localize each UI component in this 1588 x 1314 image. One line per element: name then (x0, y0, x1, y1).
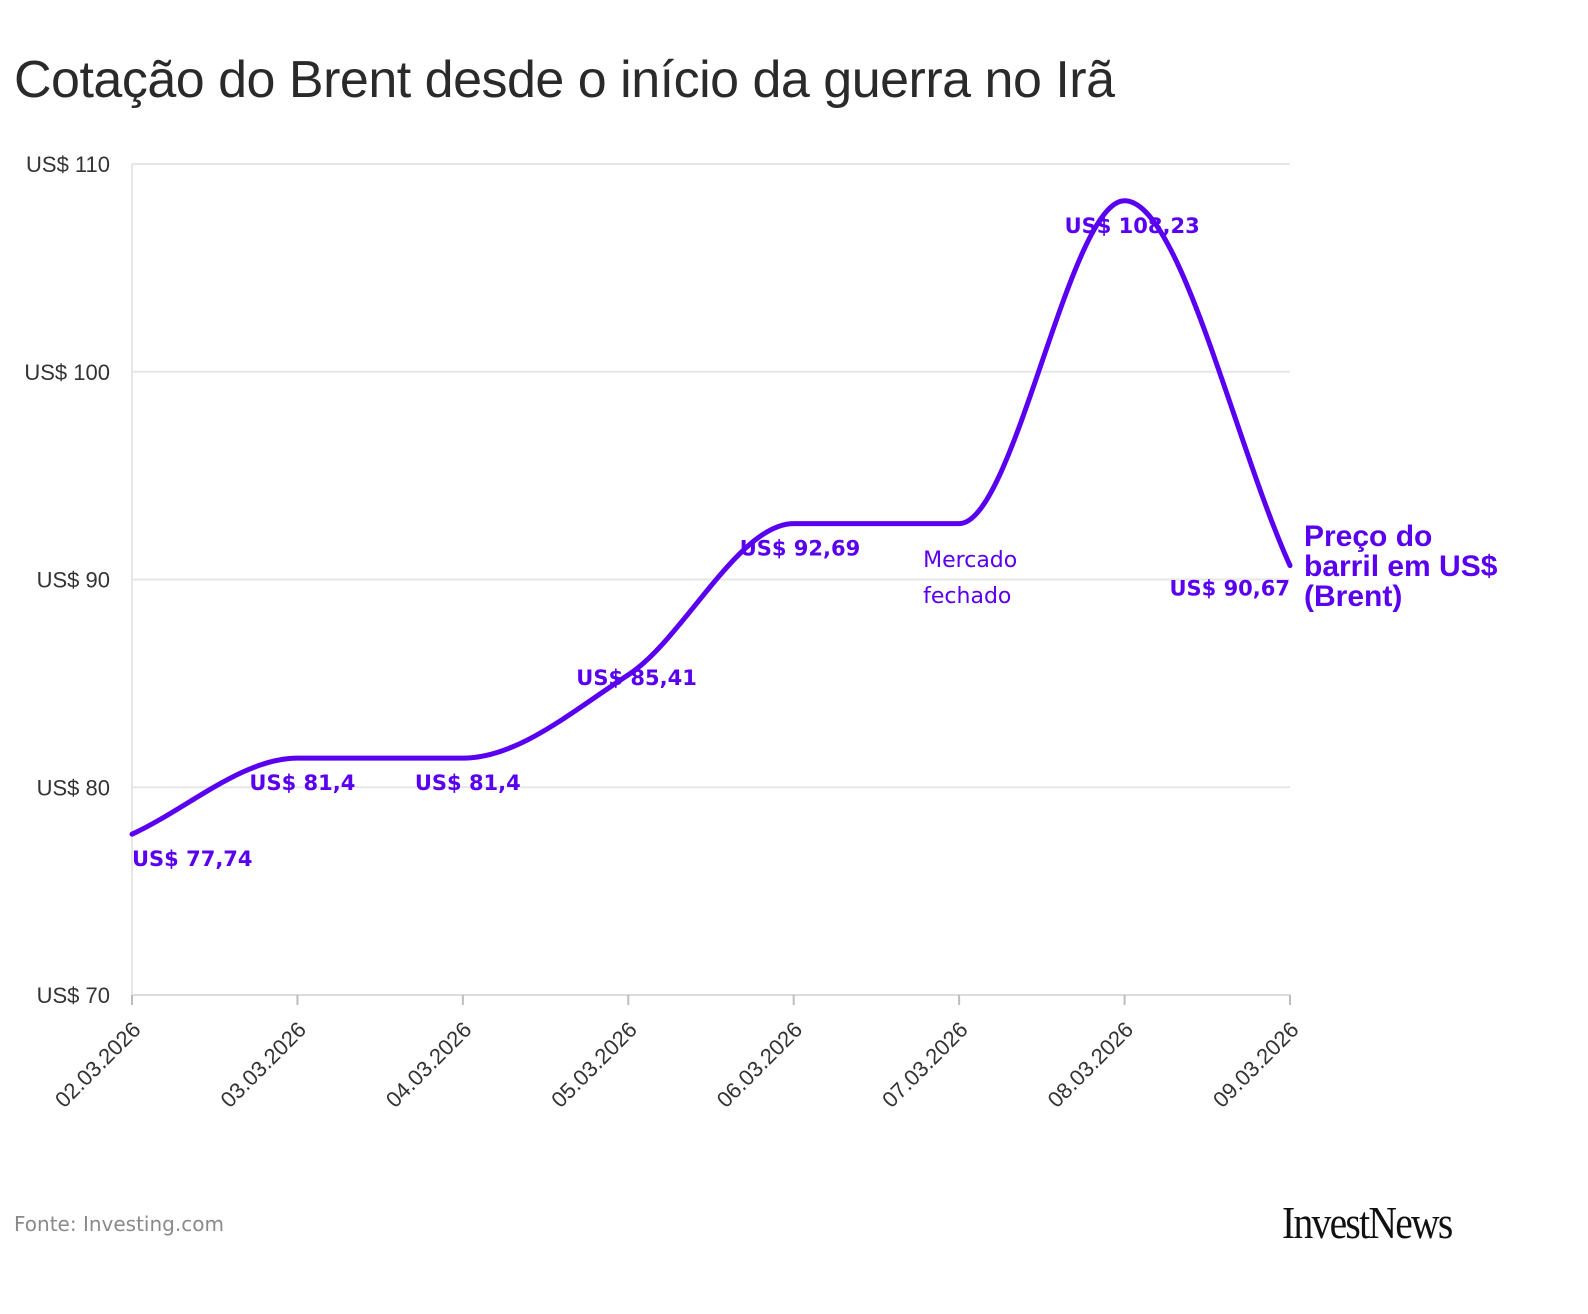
annotation-text: fechado (923, 584, 1011, 609)
series-label: (Brent) (1304, 580, 1402, 613)
series-line (129, 198, 1293, 837)
x-tick-label: 09.03.2026 (1208, 1017, 1304, 1113)
y-axis-ticks: US$ 110 US$ 100 US$ 90 US$ 80 US$ 70 (24, 152, 110, 1008)
x-tick-label: 08.03.2026 (1043, 1017, 1139, 1113)
data-labels: US$ 77,74 US$ 81,4 US$ 81,4 US$ 85,41 US$ 92… (132, 214, 1290, 871)
y-tick-label: US$ 70 (37, 983, 110, 1008)
series-label: Preço do (1304, 520, 1432, 553)
series-layer (129, 198, 1293, 837)
data-label: US$ 92,69 (740, 537, 861, 561)
brand-logo: InvestNews (1282, 1197, 1453, 1248)
x-tick-label: 02.03.2026 (50, 1017, 146, 1113)
y-tick-label: US$ 110 (26, 152, 110, 177)
y-tick-label: US$ 90 (37, 568, 110, 593)
x-tick-label: 03.03.2026 (215, 1017, 311, 1113)
x-tick-label: 06.03.2026 (712, 1017, 808, 1113)
data-label: US$ 81,4 (249, 771, 355, 795)
data-label: US$ 81,4 (415, 771, 521, 795)
chart-title: Cotação do Brent desde o início da guerr… (14, 51, 1115, 109)
source-note: Fonte: Investing.com (14, 1212, 224, 1236)
annotation-text: Mercado (923, 548, 1017, 573)
x-tick-label: 04.03.2026 (381, 1017, 477, 1113)
x-axis: 02.03.2026 03.03.2026 04.03.2026 05.03.2026… (50, 995, 1304, 1112)
data-label: US$ 108,23 (1065, 214, 1200, 238)
x-tick-label: 05.03.2026 (546, 1017, 642, 1113)
data-label: US$ 90,67 (1169, 577, 1290, 601)
series-label: barril em US$ (1304, 550, 1498, 583)
y-tick-label: US$ 100 (24, 360, 110, 385)
data-label: US$ 77,74 (132, 847, 253, 871)
grid-lines (131, 163, 1290, 996)
data-label: US$ 85,41 (576, 666, 697, 690)
line-chart: US$ 110 US$ 100 US$ 90 US$ 80 US$ 70 02.03.2… (24, 152, 1498, 1112)
y-tick-label: US$ 80 (37, 775, 110, 800)
x-tick-label: 07.03.2026 (877, 1017, 973, 1113)
